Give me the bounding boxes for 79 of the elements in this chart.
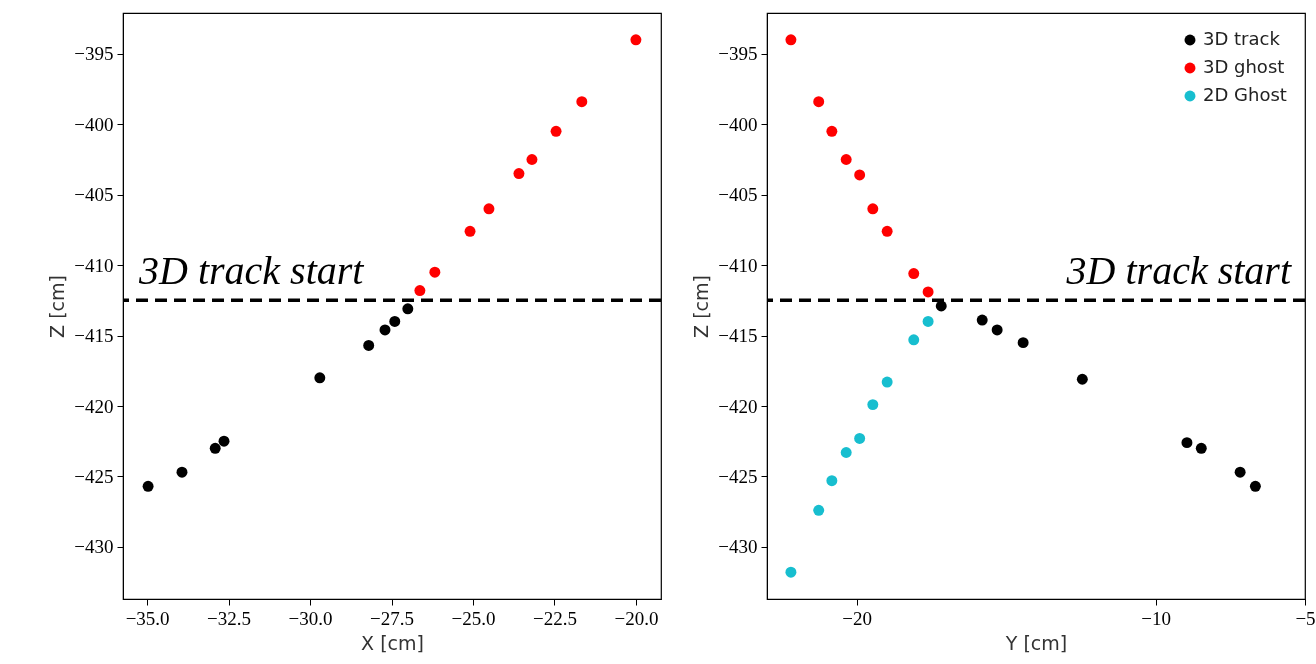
y-tick-label: −425 (718, 465, 758, 487)
point (1234, 466, 1246, 478)
x-tick-label: −10 (1141, 607, 1171, 629)
point (813, 504, 825, 516)
point (550, 125, 562, 137)
point (867, 203, 879, 215)
point (854, 169, 866, 181)
point (389, 316, 401, 327)
y-axis-title: Z [cm] (46, 275, 69, 338)
x-tick-label: −20.0 (614, 607, 659, 629)
point (1181, 437, 1193, 449)
y-tick-label: −425 (74, 465, 114, 487)
y-axis-title: Z [cm] (690, 275, 713, 338)
x-tick-label: −27.5 (370, 607, 414, 629)
y-tick-label: −410 (74, 254, 114, 276)
point (630, 34, 642, 46)
x-tick-label: −32.5 (207, 607, 252, 629)
point (464, 225, 476, 237)
y-tick-label: −430 (718, 536, 758, 558)
point (1195, 442, 1207, 454)
y-tick-label: −415 (74, 325, 114, 347)
point (785, 566, 797, 578)
x-tick-label: −25.0 (451, 607, 496, 629)
point (976, 314, 988, 326)
point (209, 442, 221, 454)
point (1017, 337, 1029, 349)
point (526, 154, 538, 165)
x-axis-title: X [cm] (361, 631, 424, 654)
point (840, 154, 852, 165)
point (176, 466, 188, 478)
point (483, 203, 495, 215)
point (867, 399, 879, 411)
point (840, 447, 852, 458)
point (826, 125, 838, 137)
x-tick-label: −20 (842, 607, 873, 629)
x-tick-label: −22.5 (532, 607, 577, 629)
ref-line-label: 3D track start (138, 248, 365, 294)
point (314, 372, 326, 384)
point (218, 435, 230, 447)
y-tick-label: −415 (718, 325, 758, 347)
point (826, 475, 838, 487)
point (854, 432, 866, 444)
y-tick-label: −410 (718, 254, 758, 276)
point (142, 480, 154, 492)
point (922, 286, 934, 298)
x-axis-title: Y [cm] (1004, 631, 1068, 654)
y-tick-label: −395 (718, 43, 758, 65)
point (379, 324, 391, 336)
x-tick-label: −30.0 (288, 607, 333, 629)
point (402, 303, 414, 315)
y-tick-label: −400 (74, 113, 114, 135)
point (908, 334, 920, 346)
y-tick-label: −420 (74, 395, 114, 417)
y-tick-label: −420 (718, 395, 758, 417)
point (908, 268, 920, 280)
point (513, 168, 525, 180)
point (576, 96, 588, 108)
point (1076, 373, 1088, 385)
ref-line-label: 3D track start (1065, 248, 1292, 294)
point (813, 96, 825, 108)
point (785, 34, 797, 46)
y-tick-label: −395 (74, 43, 114, 65)
x-tick-label: −35.0 (125, 607, 170, 629)
legend-label: 3D ghost (1203, 56, 1285, 77)
point (363, 339, 375, 351)
point (881, 225, 893, 237)
legend-label: 3D track (1203, 28, 1281, 49)
y-tick-label: −400 (718, 113, 758, 135)
point (991, 324, 1003, 336)
x-tick-label: −5 (1295, 607, 1316, 629)
y-tick-label: −430 (74, 536, 114, 558)
point (429, 266, 441, 278)
point (1249, 480, 1261, 492)
point (414, 285, 426, 296)
legend-label: 2D Ghost (1203, 84, 1287, 105)
point (922, 316, 934, 327)
y-tick-label: −405 (74, 184, 114, 206)
point (881, 376, 893, 388)
y-tick-label: −405 (718, 184, 758, 206)
